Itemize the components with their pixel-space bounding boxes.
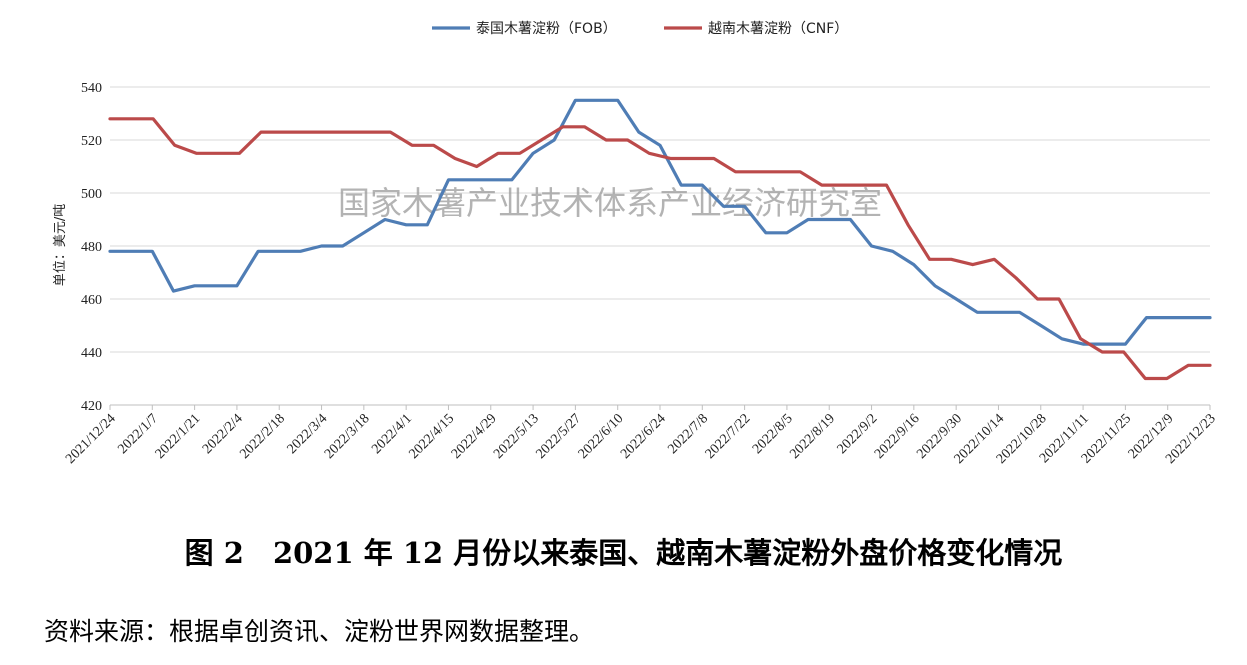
x-tick-label: 2022/3/18	[322, 411, 373, 462]
watermark: 国家木薯产业技术体系产业经济研究室	[338, 184, 882, 222]
series-line-1	[108, 98, 1212, 346]
y-axis-ticks: 420 440 460 480 500 520 540	[81, 81, 102, 414]
x-tick-label: 2022/7/22	[703, 411, 754, 462]
y-tick-label: 480	[81, 240, 102, 255]
x-tick-label: 2022/8/19	[787, 411, 838, 462]
figure-caption: 图 2 2021 年 12 月份以来泰国、越南木薯淀粉外盘价格变化情况	[184, 536, 1063, 570]
x-tick-label: 2022/6/10	[576, 411, 627, 462]
legend: 泰国木薯淀粉（FOB） 越南木薯淀粉（CNF）	[432, 21, 848, 37]
y-tick-label: 420	[81, 399, 102, 414]
x-tick-label: 2022/5/13	[491, 411, 542, 462]
x-tick-label: 2022/1/21	[153, 411, 204, 462]
y-tick-label: 520	[81, 134, 102, 149]
data-source-note: 资料来源：根据卓创资讯、淀粉世界网数据整理。	[44, 617, 595, 646]
x-tick-label: 2022/4/29	[449, 411, 500, 462]
x-tick-label: 2022/4/15	[407, 411, 458, 462]
series-line-2	[108, 117, 1212, 381]
y-axis-label: 单位：美元/吨	[53, 204, 68, 286]
y-tick-label: 500	[81, 187, 102, 202]
x-axis-ticks: 2021/12/242022/1/72022/1/212022/2/42022/…	[63, 405, 1219, 467]
x-tick-label: 2022/6/24	[618, 411, 669, 462]
y-tick-label: 540	[81, 81, 102, 96]
x-tick-label: 2022/9/16	[872, 411, 923, 462]
legend-label-2: 越南木薯淀粉（CNF）	[708, 21, 848, 37]
series-lines	[108, 98, 1212, 381]
y-tick-label: 440	[81, 346, 102, 361]
y-tick-label: 460	[81, 293, 102, 308]
x-tick-label: 2022/2/18	[237, 411, 288, 462]
x-tick-label: 2022/5/27	[533, 411, 584, 462]
legend-label-1: 泰国木薯淀粉（FOB）	[476, 21, 617, 37]
gridlines	[110, 86, 1210, 353]
line-chart: 420 440 460 480 500 520 540 2021/12/242022/1/7…	[53, 21, 1219, 467]
x-tick-label: 2021/12/24	[63, 411, 119, 467]
